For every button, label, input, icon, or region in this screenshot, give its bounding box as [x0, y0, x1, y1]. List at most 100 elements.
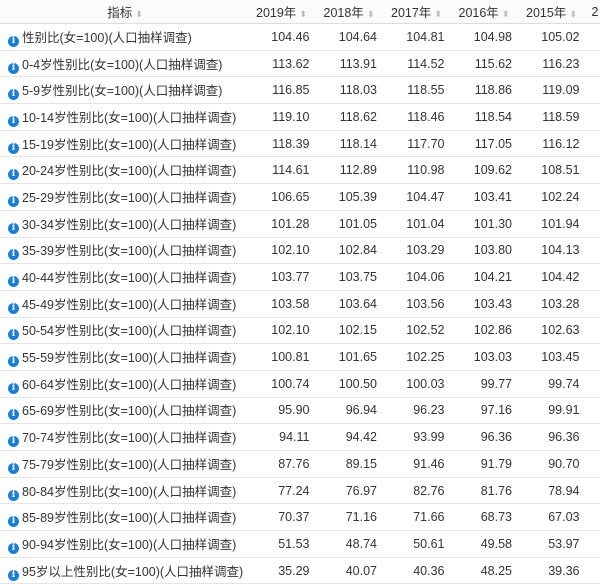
- info-icon[interactable]: i: [8, 276, 19, 288]
- row-label: 60-64岁性别比(女=100)(人口抽样调查): [22, 377, 237, 392]
- table-row: i 75-79岁性别比(女=100)(人口抽样调查) 87.76 89.15 91.46…: [0, 450, 600, 478]
- sort-icon[interactable]: ⬍: [434, 9, 442, 19]
- table-row: i 90-94岁性别比(女=100)(人口抽样调查) 51.53 48.74 50.61…: [0, 530, 600, 558]
- sort-icon[interactable]: ⬍: [366, 9, 375, 19]
- info-icon[interactable]: i: [8, 142, 19, 154]
- table-header: 指标 ⬍ 2019年 ⬍ 2018年 ⬍ 2017年 ⬍ 2016年 ⬍ 2015年 ⬍ 2: [0, 0, 600, 24]
- row-label: 45-49岁性别比(女=100)(人口抽样调查): [22, 297, 237, 312]
- table-row: i 45-49岁性别比(女=100)(人口抽样调查) 103.58 103.64 103…: [0, 290, 600, 318]
- row-label: 55-59岁性别比(女=100)(人口抽样调查): [22, 351, 237, 366]
- table-row: i 50-54岁性别比(女=100)(人口抽样调查) 102.10 102.15 102…: [0, 317, 600, 345]
- value-cell: 102.10: [250, 237, 318, 265]
- row-label-cell: i 15-19岁性别比(女=100)(人口抽样调查): [0, 130, 250, 158]
- info-icon[interactable]: i: [8, 516, 19, 528]
- row-label: 35-39岁性别比(女=100)(人口抽样调查): [22, 244, 237, 259]
- info-icon[interactable]: i: [8, 542, 19, 554]
- table-row: i 60-64岁性别比(女=100)(人口抽样调查) 100.74 100.50 100…: [0, 370, 600, 398]
- row-label: 40-44岁性别比(女=100)(人口抽样调查): [22, 271, 237, 286]
- row-label-cell: i 10-14岁性别比(女=100)(人口抽样调查): [0, 103, 250, 131]
- sort-icon[interactable]: ⬍: [299, 9, 307, 19]
- value-cell: 102.86: [452, 317, 520, 345]
- info-icon[interactable]: i: [8, 462, 19, 474]
- value-cell: 112.89: [317, 156, 385, 185]
- sort-icon[interactable]: ⬍: [135, 9, 143, 19]
- info-icon[interactable]: i: [8, 89, 19, 101]
- value-cell: 104.21: [452, 263, 520, 291]
- value-cell: 94.11: [250, 423, 318, 451]
- row-label: 25-29岁性别比(女=100)(人口抽样调查): [22, 190, 237, 205]
- value-cell: 100.50: [317, 370, 385, 398]
- info-icon[interactable]: i: [8, 489, 19, 501]
- row-label-cell: i 25-29岁性别比(女=100)(人口抽样调查): [0, 183, 250, 211]
- value-cell-empty: [587, 530, 600, 558]
- value-cell: 97.16: [452, 397, 520, 425]
- value-cell: 118.14: [317, 130, 385, 158]
- info-icon[interactable]: i: [8, 195, 19, 207]
- info-icon[interactable]: i: [8, 569, 19, 581]
- info-icon[interactable]: i: [8, 62, 19, 74]
- value-cell-empty: [587, 183, 600, 211]
- info-icon[interactable]: i: [8, 302, 19, 314]
- info-icon[interactable]: i: [8, 35, 19, 47]
- value-cell: 103.43: [452, 290, 520, 318]
- value-cell: 103.29: [385, 237, 453, 265]
- table-row: i 10-14岁性别比(女=100)(人口抽样调查) 119.10 118.62 118…: [0, 103, 600, 131]
- value-cell-empty: [587, 76, 600, 105]
- row-label-cell: i 30-34岁性别比(女=100)(人口抽样调查): [0, 210, 250, 238]
- column-header-year[interactable]: 2016年 ⬍: [452, 0, 520, 24]
- value-cell: 67.03: [520, 503, 588, 532]
- info-icon[interactable]: i: [8, 436, 19, 448]
- value-cell: 104.47: [385, 183, 453, 211]
- column-header-year[interactable]: 2: [587, 0, 600, 24]
- row-label: 95岁以上性别比(女=100)(人口抽样调查): [22, 564, 244, 579]
- value-cell: 119.09: [520, 76, 588, 105]
- info-icon[interactable]: i: [8, 115, 19, 127]
- value-cell: 104.64: [317, 23, 385, 51]
- value-cell: 78.94: [520, 477, 588, 505]
- value-cell: 101.04: [385, 210, 453, 238]
- value-cell: 101.28: [250, 210, 318, 238]
- value-cell: 117.05: [452, 130, 520, 158]
- value-cell: 113.62: [250, 50, 318, 78]
- value-cell: 118.86: [452, 76, 520, 105]
- value-cell: 99.91: [520, 397, 588, 425]
- value-cell: 96.23: [385, 397, 453, 425]
- table-row: i 20-24岁性别比(女=100)(人口抽样调查) 114.61 112.89 110…: [0, 156, 600, 185]
- value-cell: 108.51: [520, 156, 588, 185]
- column-header-year[interactable]: 2018年 ⬍: [317, 0, 385, 24]
- sort-icon[interactable]: ⬍: [569, 9, 577, 19]
- column-header-year[interactable]: 2017年 ⬍: [385, 0, 453, 24]
- value-cell: 118.39: [250, 130, 318, 158]
- value-cell: 103.77: [250, 263, 318, 291]
- column-header-year[interactable]: 2015年 ⬍: [520, 0, 588, 24]
- value-cell: 115.62: [452, 50, 520, 78]
- table-row: i 95岁以上性别比(女=100)(人口抽样调查) 35.29 40.07 40.36 4…: [0, 557, 600, 585]
- row-label-cell: i 45-49岁性别比(女=100)(人口抽样调查): [0, 290, 250, 318]
- value-cell: 103.58: [250, 290, 318, 318]
- row-label: 90-94岁性别比(女=100)(人口抽样调查): [22, 537, 237, 552]
- value-cell: 104.81: [385, 23, 453, 51]
- value-cell: 104.46: [250, 23, 318, 51]
- column-header-indicator[interactable]: 指标 ⬍: [0, 0, 250, 24]
- info-icon[interactable]: i: [8, 329, 19, 341]
- column-header-label: 2015年: [526, 6, 567, 20]
- info-icon[interactable]: i: [8, 222, 19, 234]
- info-icon[interactable]: i: [8, 249, 19, 261]
- value-cell: 114.61: [250, 156, 318, 185]
- value-cell: 118.62: [317, 103, 385, 131]
- info-icon[interactable]: i: [8, 382, 19, 394]
- value-cell: 117.70: [385, 130, 453, 158]
- table-row: i 30-34岁性别比(女=100)(人口抽样调查) 101.28 101.05 101…: [0, 210, 600, 238]
- sort-icon[interactable]: ⬍: [501, 9, 510, 19]
- value-cell-empty: [587, 130, 600, 158]
- row-label: 20-24岁性别比(女=100)(人口抽样调查): [22, 164, 237, 179]
- info-icon[interactable]: i: [8, 356, 19, 368]
- info-icon[interactable]: i: [8, 169, 19, 181]
- value-cell: 91.46: [385, 450, 453, 478]
- row-label: 85-89岁性别比(女=100)(人口抽样调查): [22, 511, 237, 526]
- value-cell-empty: [587, 156, 600, 185]
- info-icon[interactable]: i: [8, 409, 19, 421]
- column-header-year[interactable]: 2019年 ⬍: [250, 0, 318, 24]
- row-label: 10-14岁性别比(女=100)(人口抽样调查): [22, 110, 237, 125]
- value-cell: 103.80: [452, 237, 520, 265]
